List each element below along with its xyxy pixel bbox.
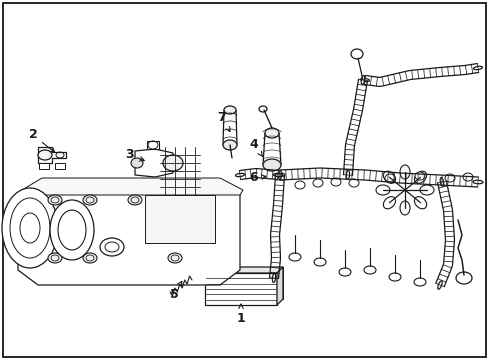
Ellipse shape: [131, 158, 142, 168]
Ellipse shape: [163, 155, 183, 171]
Ellipse shape: [224, 106, 236, 114]
Ellipse shape: [83, 253, 97, 263]
Polygon shape: [39, 163, 49, 169]
Text: 6: 6: [249, 171, 265, 184]
Ellipse shape: [278, 171, 281, 180]
Text: 7: 7: [217, 112, 229, 131]
Ellipse shape: [274, 173, 285, 177]
Polygon shape: [55, 163, 65, 169]
Ellipse shape: [375, 185, 389, 195]
Ellipse shape: [48, 253, 62, 263]
Ellipse shape: [462, 173, 472, 181]
Ellipse shape: [360, 78, 369, 82]
Ellipse shape: [388, 273, 400, 281]
Ellipse shape: [472, 180, 482, 184]
Ellipse shape: [348, 179, 358, 187]
Ellipse shape: [288, 253, 301, 261]
Ellipse shape: [384, 174, 394, 182]
Polygon shape: [38, 147, 66, 163]
Ellipse shape: [235, 174, 244, 177]
Ellipse shape: [363, 266, 375, 274]
Polygon shape: [263, 133, 281, 165]
Ellipse shape: [264, 128, 279, 138]
Polygon shape: [18, 183, 240, 285]
Ellipse shape: [455, 272, 471, 284]
Ellipse shape: [100, 238, 124, 256]
Ellipse shape: [263, 159, 281, 171]
Ellipse shape: [168, 253, 182, 263]
Ellipse shape: [223, 140, 237, 150]
Text: 5: 5: [169, 282, 182, 301]
Bar: [204, 273, 276, 305]
Ellipse shape: [338, 268, 350, 276]
Polygon shape: [204, 267, 283, 273]
Ellipse shape: [2, 188, 58, 268]
Ellipse shape: [83, 195, 97, 205]
Ellipse shape: [50, 200, 94, 260]
Ellipse shape: [439, 177, 443, 186]
Ellipse shape: [313, 258, 325, 266]
Polygon shape: [276, 267, 283, 305]
Ellipse shape: [330, 178, 340, 186]
Ellipse shape: [38, 150, 52, 160]
Polygon shape: [135, 149, 173, 177]
Ellipse shape: [272, 274, 275, 283]
Ellipse shape: [312, 179, 323, 187]
Ellipse shape: [128, 195, 142, 205]
Ellipse shape: [419, 185, 433, 195]
Text: 3: 3: [125, 148, 144, 162]
Ellipse shape: [414, 171, 426, 183]
Ellipse shape: [350, 49, 362, 59]
Ellipse shape: [383, 197, 395, 209]
Polygon shape: [147, 141, 159, 149]
Text: 4: 4: [249, 139, 262, 157]
Polygon shape: [223, 110, 237, 145]
Ellipse shape: [273, 174, 282, 177]
Ellipse shape: [361, 76, 364, 85]
Ellipse shape: [414, 197, 426, 209]
Ellipse shape: [414, 172, 424, 180]
Ellipse shape: [444, 174, 454, 182]
Ellipse shape: [399, 165, 409, 179]
Text: 1: 1: [236, 304, 245, 324]
Ellipse shape: [413, 278, 425, 286]
Text: 2: 2: [29, 129, 55, 153]
Ellipse shape: [294, 181, 305, 189]
Polygon shape: [145, 195, 215, 243]
Ellipse shape: [346, 171, 349, 180]
Polygon shape: [210, 267, 283, 299]
Ellipse shape: [437, 281, 441, 289]
Polygon shape: [18, 178, 243, 195]
Ellipse shape: [383, 171, 395, 183]
Ellipse shape: [48, 195, 62, 205]
Ellipse shape: [472, 66, 482, 70]
Ellipse shape: [399, 201, 409, 215]
